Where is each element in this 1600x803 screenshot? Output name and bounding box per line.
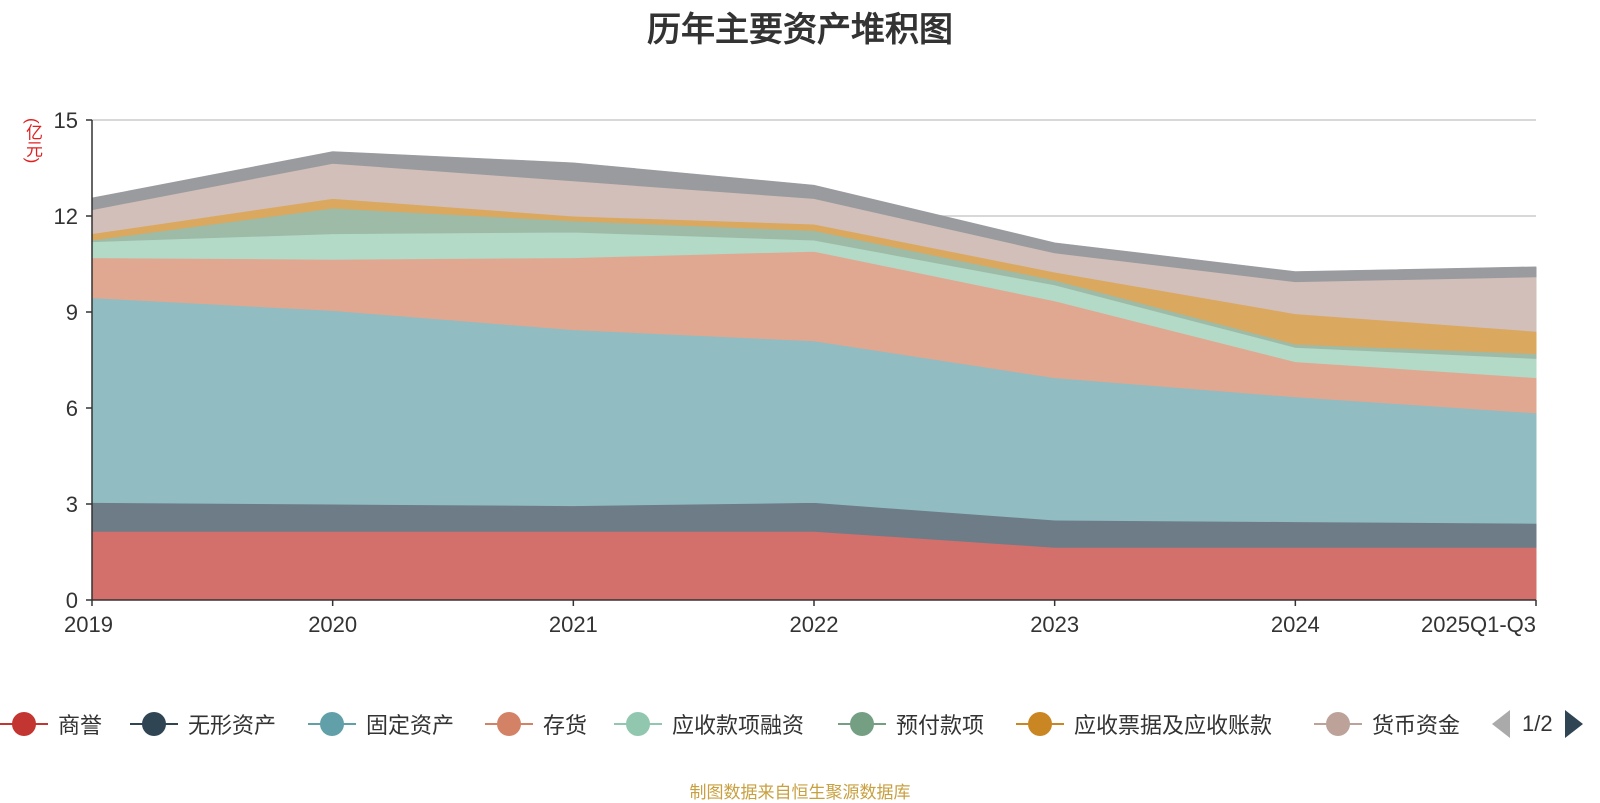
- legend-item-3[interactable]: 存货: [485, 704, 587, 744]
- legend-marker-icon: [614, 712, 662, 736]
- legend-item-4[interactable]: 应收款项融资: [614, 704, 804, 744]
- legend-label: 应收款项融资: [672, 713, 805, 738]
- legend-label: 应收票据及应收账款: [1074, 713, 1273, 738]
- legend-next-page-icon[interactable]: [1564, 710, 1583, 738]
- y-tick-label-3: 3: [66, 492, 78, 517]
- source-note: 制图数据来自恒生聚源数据库: [689, 783, 911, 802]
- legend-label: 固定资产: [366, 713, 455, 738]
- legend-marker-icon: [130, 712, 178, 736]
- x-tick-label-3: 2022: [790, 612, 839, 637]
- area-series-top-line-8: [91, 151, 1537, 273]
- y-tick-label-12: 12: [54, 204, 78, 229]
- legend-marker-icon: [0, 712, 48, 736]
- y-tick-label-9: 9: [66, 300, 78, 325]
- legend-item-2[interactable]: 固定资产: [308, 704, 454, 744]
- x-tick-label-5: 2024: [1271, 612, 1320, 637]
- y-tick-label-0: 0: [66, 588, 78, 613]
- x-tick-label-6: 2025Q1-Q3: [1421, 612, 1536, 637]
- legend-label: 存货: [543, 713, 588, 738]
- x-tick-label-0: 2019: [64, 612, 113, 637]
- legend-marker-icon: [838, 712, 886, 736]
- x-tick-label-1: 2020: [308, 612, 357, 637]
- legend-label: 无形资产: [188, 713, 277, 738]
- legend-label: 预付款项: [896, 713, 985, 738]
- chart-title: 历年主要资产堆积图: [647, 11, 953, 49]
- legend-item-6[interactable]: 应收票据及应收账款: [1016, 704, 1272, 744]
- legend-prev-page-icon[interactable]: [1492, 710, 1510, 738]
- x-tick-label-4: 2023: [1030, 612, 1079, 637]
- legend-marker-icon: [1016, 712, 1064, 736]
- y-tick-label-6: 6: [66, 396, 78, 421]
- legend-page-indicator: 1/2: [1522, 711, 1553, 736]
- x-tick-label-2: 2021: [549, 612, 598, 637]
- legend-item-1[interactable]: 无形资产: [130, 704, 276, 744]
- legend-marker-icon: [308, 712, 356, 736]
- y-tick-label-15: 15: [54, 108, 78, 133]
- legend: 商誉 无形资产 固定资产 存货 应收款项融资 预付款项 应收票据及应收账款 货币资金: [0, 704, 1600, 744]
- legend-marker-icon: [485, 712, 533, 736]
- y-axis-unit-label: (亿元): [23, 118, 42, 164]
- legend-item-7[interactable]: 货币资金: [1314, 704, 1460, 744]
- legend-item-5[interactable]: 预付款项: [838, 704, 984, 744]
- legend-label: 货币资金: [1372, 713, 1461, 738]
- legend-item-0[interactable]: 商誉: [0, 704, 102, 744]
- legend-label: 商誉: [58, 713, 103, 738]
- legend-marker-icon: [1314, 712, 1362, 736]
- legend-pager: 1/2: [1492, 704, 1583, 744]
